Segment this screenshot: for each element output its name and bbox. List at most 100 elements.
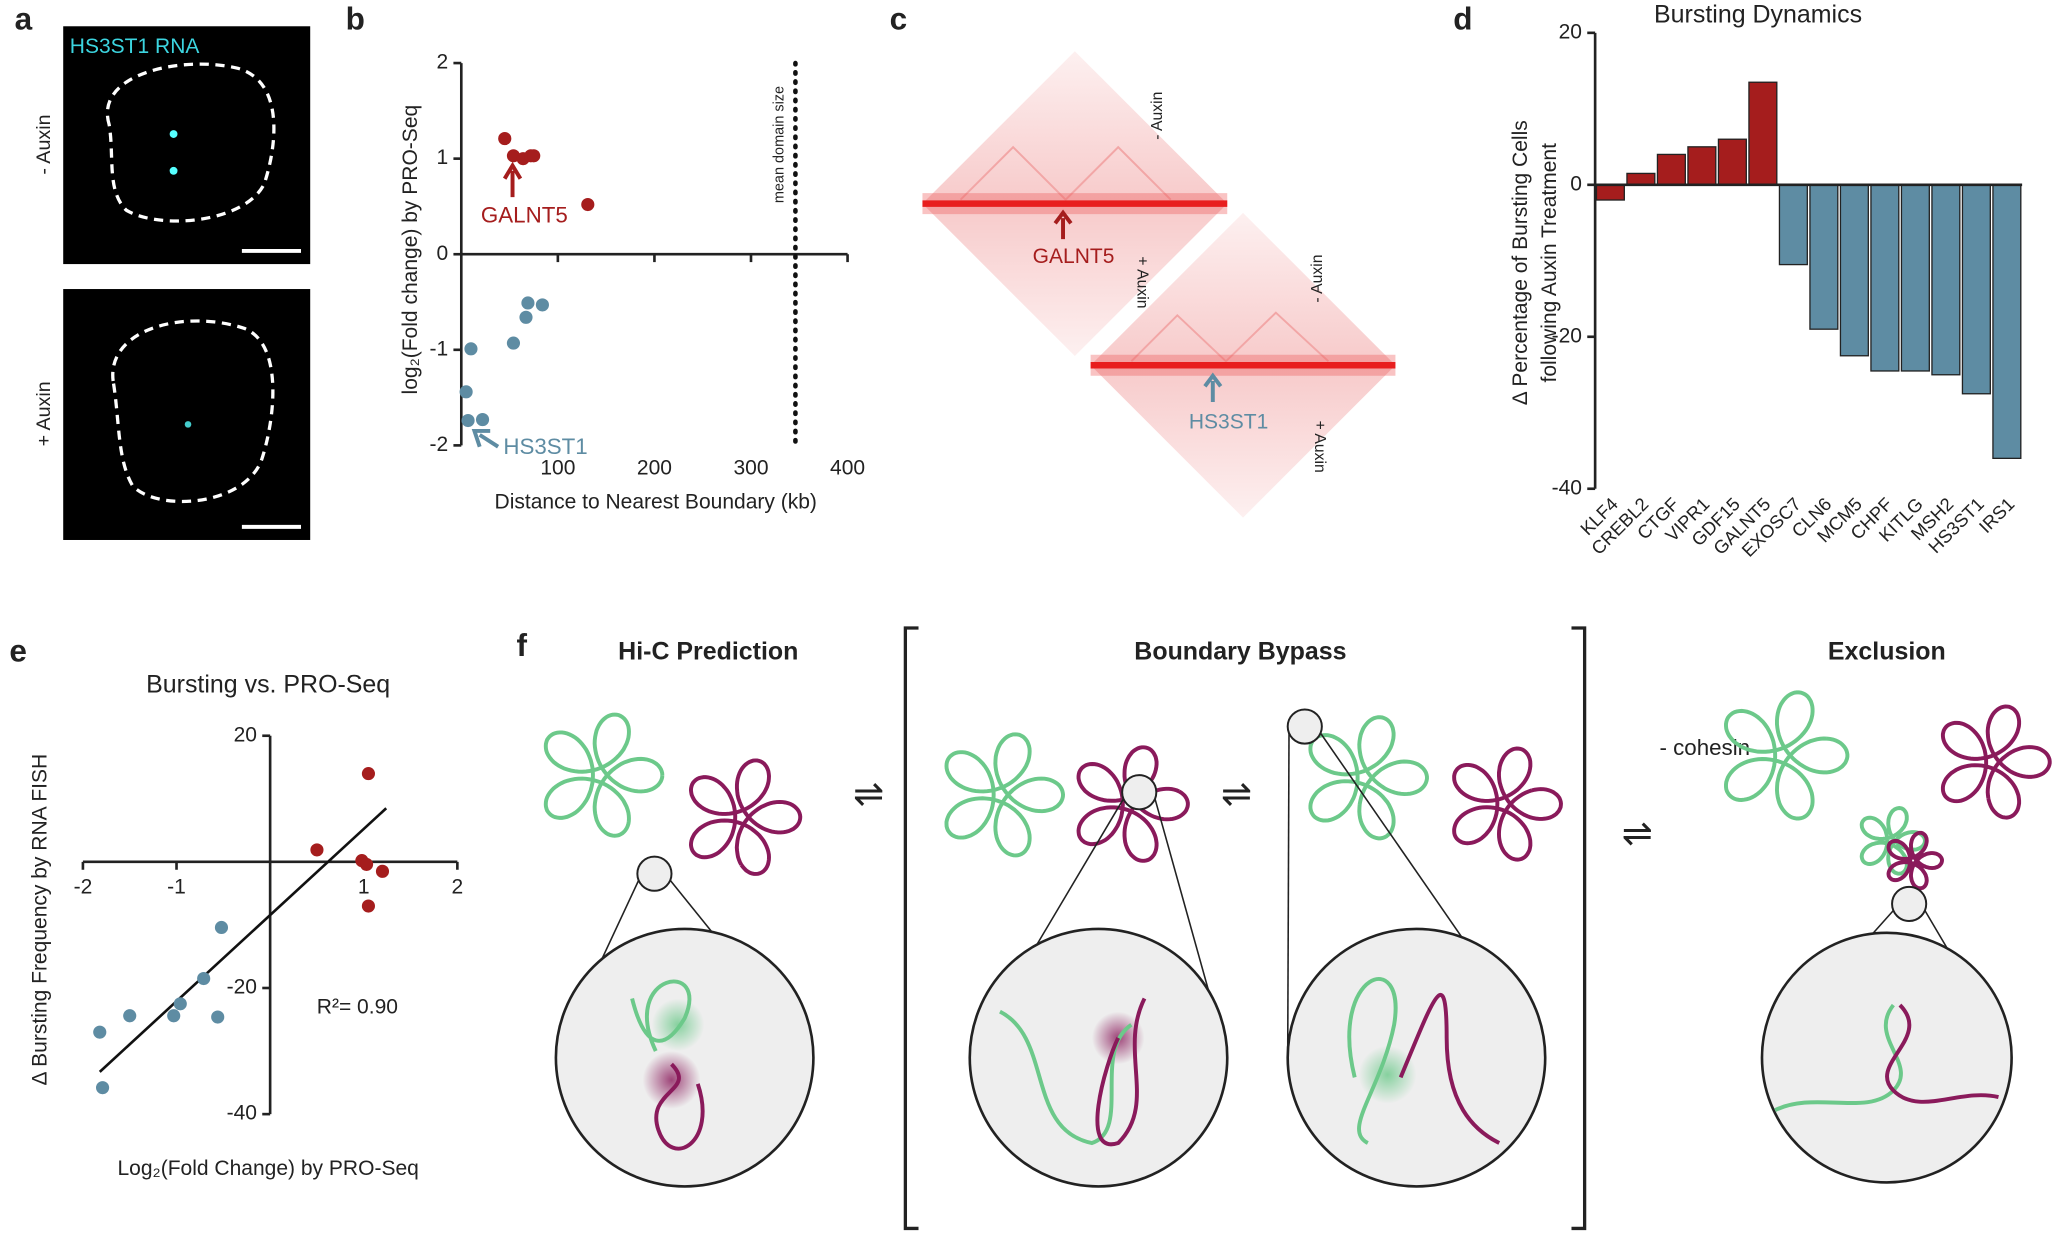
- chromatin: [1347, 977, 1398, 1145]
- chromatin: [1095, 997, 1147, 1147]
- y-tick-label: -40: [227, 1102, 257, 1125]
- point: [519, 310, 533, 324]
- bracket: [1571, 626, 1587, 1231]
- y-tick-label: -40: [1552, 476, 1582, 499]
- x-tick-label: 1: [358, 876, 370, 899]
- condition-label: - cohesin: [1660, 735, 1751, 760]
- x-tick-label: 200: [637, 457, 672, 480]
- panel-letter: c: [890, 0, 908, 36]
- annotation: R²= 0.90: [317, 995, 398, 1018]
- bar: [1961, 184, 1991, 395]
- equilibrium: ⇌: [1622, 812, 1653, 853]
- chromatin-loop: [1308, 715, 1429, 841]
- point: [375, 864, 390, 878]
- point: [173, 997, 187, 1011]
- point: [167, 1009, 181, 1023]
- tad-pattern: [1130, 311, 1330, 363]
- bar: [1900, 184, 1930, 372]
- point: [359, 857, 374, 871]
- bar: [1595, 184, 1625, 201]
- bar: [1687, 146, 1717, 186]
- point: [96, 1081, 110, 1095]
- gene-label: GALNT5: [1033, 245, 1115, 268]
- model-title: Exclusion: [1828, 638, 1946, 666]
- model-title: Boundary Bypass: [1134, 638, 1346, 666]
- panel-letter: d: [1453, 0, 1472, 36]
- tad-pattern: [959, 145, 1172, 202]
- bar: [1931, 184, 1961, 376]
- point: [535, 298, 549, 312]
- hic-maps: - Auxin + Auxin - Auxin + Auxin GALNT5 H…: [922, 51, 1396, 518]
- point: [459, 385, 473, 399]
- arrow: [1203, 372, 1223, 403]
- bar: [1717, 138, 1747, 186]
- arrow: [502, 161, 523, 198]
- x-tick-label: IRS1: [1975, 493, 2019, 537]
- bracket: [903, 626, 919, 1231]
- gene-label: HS3ST1: [503, 434, 587, 459]
- y-axis-label: Δ Percentage of Bursting Cells: [1509, 120, 1532, 405]
- x-tick-label: 2: [452, 876, 464, 899]
- x-axis-label: Log₂(Fold Change) by PRO-Seq: [117, 1157, 418, 1180]
- condition-label: - Auxin: [1309, 254, 1326, 302]
- rna-spot: [169, 130, 178, 138]
- y-tick-label: 0: [1570, 172, 1582, 195]
- arrow: [1053, 209, 1073, 240]
- chromatin: [999, 1009, 1133, 1146]
- bar: [1778, 184, 1808, 266]
- zoom-circle: [968, 927, 1229, 1188]
- chromatin: [1398, 993, 1501, 1145]
- y-axis-label: Δ Bursting Frequency by RNA FISH: [28, 754, 51, 1086]
- equilibrium: ⇌: [1221, 773, 1252, 814]
- point: [123, 1009, 137, 1023]
- chromatin-loop: [944, 732, 1066, 858]
- y-tick-label: -2: [429, 433, 448, 456]
- point: [211, 1010, 225, 1024]
- y-tick-label: 20: [1559, 20, 1582, 43]
- reference-label: mean domain size: [771, 86, 787, 203]
- model-diagram: Hi-C Prediction Boundary Bypass Exclusio…: [618, 626, 1946, 1231]
- zoom-line: [1286, 733, 1290, 1058]
- condition-label: + Auxin: [1311, 421, 1328, 473]
- zoom-circle: [1891, 885, 1928, 922]
- gene-label: HS3ST1: [1189, 411, 1268, 434]
- condition-label: + Auxin: [1134, 256, 1151, 308]
- chromatin-loop: [1859, 806, 1927, 876]
- y-tick-label: 20: [234, 723, 257, 746]
- rna-spot: [169, 166, 178, 175]
- bar: [1656, 153, 1686, 186]
- condition-label: - Auxin: [1149, 92, 1166, 140]
- x-tick-label: 400: [830, 457, 865, 480]
- point: [361, 899, 375, 913]
- y-tick-label: 1: [436, 146, 448, 169]
- model-title: Hi-C Prediction: [618, 638, 798, 666]
- point: [464, 342, 478, 356]
- point: [310, 843, 324, 857]
- x-axis-label: Distance to Nearest Boundary (kb): [495, 491, 817, 514]
- point: [197, 971, 211, 986]
- bar: [1870, 184, 1900, 372]
- chart-title: Bursting vs. PRO-Seq: [146, 670, 390, 698]
- point: [475, 413, 490, 427]
- y-tick-label: -1: [429, 337, 448, 360]
- image: [63, 289, 311, 540]
- x-tick-label: -1: [167, 876, 186, 899]
- zoom-circle: [1121, 774, 1158, 811]
- bar: [1626, 172, 1656, 186]
- glow: [642, 1051, 701, 1109]
- microscopy: HS3ST1 RNA - Auxin + Auxin: [33, 26, 311, 540]
- condition-label: - Auxin: [33, 114, 55, 174]
- rna-spot: [184, 421, 192, 428]
- zoom-circle: [1286, 708, 1323, 745]
- y-tick-label: 2: [436, 51, 448, 74]
- fit-line: [98, 807, 388, 1073]
- condition-label: + Auxin: [33, 381, 55, 446]
- chromatin-loop: [1076, 745, 1190, 863]
- zoom-circle: [636, 855, 673, 892]
- chart-title: Bursting Dynamics: [1654, 0, 1862, 28]
- x-tick-label: -2: [74, 876, 93, 899]
- gene-label: GALNT5: [481, 203, 568, 228]
- panel-letter: f: [516, 627, 527, 663]
